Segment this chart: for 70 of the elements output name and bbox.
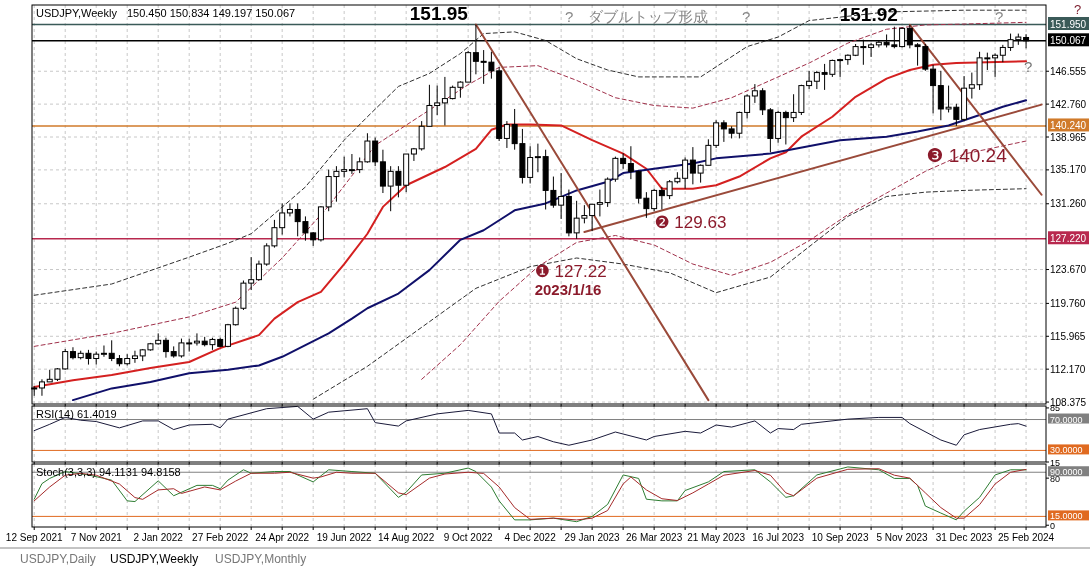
annotation: 151.92 — [839, 3, 898, 25]
ref-line-label: 30.0000 — [1050, 445, 1083, 456]
candlestick — [131, 350, 138, 364]
x-tick-label: 25 Feb 2024 — [997, 532, 1055, 543]
x-tick-label: 21 May 2023 — [687, 532, 746, 543]
chart-title: Stoch(3,3,3) 94.1131 94.8158 — [36, 466, 181, 478]
candlestick — [255, 260, 262, 282]
x-tick-label: 2 Jan 2022 — [133, 532, 184, 543]
y-tick-label: 115.965 — [1050, 330, 1086, 342]
annotation: ? — [742, 8, 751, 25]
x-tick-label: 5 Nov 2023 — [876, 532, 929, 543]
text: ? — [1074, 2, 1082, 17]
candlestick — [441, 76, 448, 126]
x-tick-label: 31 Dec 2023 — [935, 532, 993, 543]
candlestick — [193, 332, 200, 347]
x-tick-label: 9 Oct 2022 — [443, 532, 494, 543]
annotation: ❸ 140.24 — [926, 144, 1008, 166]
ref-line-label: 140.240 — [1050, 120, 1087, 132]
annotation: 151.95 — [409, 3, 469, 25]
annotation: ❶ 127.22 — [534, 261, 607, 281]
y-tick-label: 15 — [1050, 457, 1061, 468]
text: USDJPY,Daily — [20, 552, 96, 566]
line-series — [71, 99, 1028, 402]
candlestick — [410, 147, 417, 162]
candlestick — [348, 153, 355, 175]
candlestick — [992, 53, 999, 78]
ref-line-label: 150.067 — [1050, 35, 1087, 47]
text: USDJPY,Weekly — [110, 552, 199, 566]
ref-line-label: 127.220 — [1050, 233, 1087, 245]
y-tick-label: 112.170 — [1050, 363, 1086, 375]
ref-line-label: 15.0000 — [1050, 511, 1083, 522]
y-tick-label: 135.170 — [1050, 164, 1087, 176]
candlestick — [100, 345, 107, 358]
x-tick-label: 29 Jan 2023 — [564, 532, 621, 543]
x-tick-label: 4 Dec 2022 — [504, 532, 557, 543]
annotation: ? — [1024, 58, 1033, 75]
x-tick-label: 24 Apr 2022 — [255, 532, 310, 543]
x-tick-label: 7 Nov 2021 — [70, 532, 123, 543]
candlestick — [38, 378, 45, 397]
text: USDJPY,Monthly — [215, 552, 307, 566]
line-series — [33, 405, 1027, 446]
line-series — [421, 140, 1027, 380]
y-tick-label: 138.965 — [1050, 131, 1087, 143]
chart-title: USDJPY,Weekly — [36, 7, 118, 19]
ref-line-label: 151.950 — [1050, 19, 1087, 30]
x-tick-label: 19 Jun 2022 — [316, 532, 373, 543]
candlestick — [930, 64, 937, 114]
y-tick-label: 123.670 — [1050, 264, 1087, 276]
y-tick-label: 142.760 — [1050, 98, 1087, 110]
chart-subtitle: 150.450 150.834 149.197 150.067 — [126, 7, 296, 19]
y-tick-label: 119.760 — [1050, 297, 1086, 309]
annotation: 2023/1/16 — [534, 280, 602, 298]
candlestick — [162, 337, 169, 359]
annotation: ❷ 129.63 — [654, 212, 727, 232]
x-tick-label: 27 Feb 2022 — [192, 532, 249, 543]
y-tick-label: 146.555 — [1050, 65, 1087, 77]
y-tick-label: 0 — [1050, 520, 1056, 531]
x-tick-label: 16 Jul 2023 — [752, 532, 805, 543]
line-series — [312, 188, 1027, 400]
x-tick-label: 26 Mar 2023 — [626, 532, 683, 543]
annotation: ? — [995, 8, 1004, 25]
chart-title: RSI(14) 61.4019 — [36, 408, 117, 420]
ref-line-label: 70.0000 — [1050, 414, 1083, 425]
annotation: ? — [565, 8, 574, 25]
y-tick-label: 131.260 — [1050, 198, 1087, 210]
x-tick-label: 14 Aug 2022 — [378, 532, 435, 543]
x-tick-label: 10 Sep 2023 — [811, 532, 869, 543]
annotation: ダブルトップ形成 — [588, 8, 708, 25]
candlestick — [286, 202, 293, 217]
x-tick-label: 12 Sep 2021 — [5, 532, 64, 543]
